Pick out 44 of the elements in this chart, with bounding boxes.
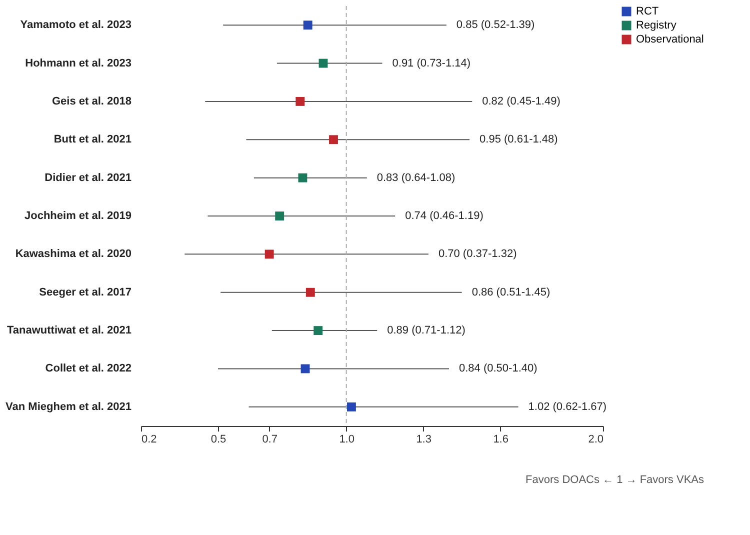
y-tick-label: Jochheim et al. 2019 bbox=[24, 210, 132, 222]
annotation: 0.70 (0.37-1.32) bbox=[438, 248, 517, 260]
y-tick-label: Butt et al. 2021 bbox=[54, 134, 132, 146]
point bbox=[346, 402, 356, 412]
y-tick-label: Yamamoto et al. 2023 bbox=[20, 19, 132, 32]
annotation: 0.84 (0.50-1.40) bbox=[459, 362, 538, 375]
text: Favors DOACs ← 1 → Favors VKAs bbox=[526, 474, 704, 486]
x-tick-label: 2.0 bbox=[588, 434, 604, 446]
legend-label: RCT bbox=[636, 6, 659, 18]
y-tick-label: Tanawuttiwat et al. 2021 bbox=[6, 324, 132, 337]
annotation: 0.74 (0.46-1.19) bbox=[405, 210, 484, 222]
point bbox=[314, 326, 323, 336]
x-tick-label: 1.0 bbox=[339, 434, 354, 446]
x-tick-label: 1.3 bbox=[416, 434, 432, 446]
point bbox=[296, 96, 305, 106]
annotation: 1.02 (0.62-1.67) bbox=[528, 400, 607, 413]
point bbox=[298, 173, 308, 182]
x-tick-label: 1.6 bbox=[493, 434, 508, 446]
x-tick-label: 0.7 bbox=[262, 434, 278, 446]
legend-label: Registry bbox=[636, 20, 677, 32]
y-tick-label: Geis et al. 2018 bbox=[52, 95, 132, 108]
x-tick-label: 0.2 bbox=[142, 434, 157, 446]
point bbox=[329, 135, 338, 144]
annotation: 0.89 (0.71-1.12) bbox=[387, 324, 466, 337]
annotation: 0.85 (0.52-1.39) bbox=[456, 19, 535, 32]
point bbox=[303, 20, 312, 30]
y-tick-label: Seeger et al. 2017 bbox=[39, 286, 132, 298]
x-tick-label: 0.5 bbox=[210, 434, 226, 446]
annotation: 0.91 (0.73-1.14) bbox=[392, 57, 471, 70]
y-tick-label: Kawashima et al. 2020 bbox=[15, 248, 132, 260]
y-tick-label: Hohmann et al. 2023 bbox=[25, 57, 132, 70]
y-tick-label: Didier et al. 2021 bbox=[44, 172, 132, 184]
point bbox=[264, 250, 274, 259]
annotation: 0.95 (0.61-1.48) bbox=[480, 134, 558, 146]
annotation: 0.82 (0.45-1.49) bbox=[482, 95, 560, 108]
point bbox=[275, 212, 284, 220]
point bbox=[306, 288, 315, 297]
y-tick-label: Collet et al. 2022 bbox=[45, 362, 132, 375]
annotation: 0.83 (0.64-1.08) bbox=[376, 172, 456, 184]
point bbox=[300, 364, 310, 374]
y-tick-label: Van Mieghem et al. 2021 bbox=[6, 400, 132, 413]
point bbox=[318, 58, 328, 68]
annotation: 0.86 (0.51-1.45) bbox=[472, 286, 550, 298]
legend-label: Observational bbox=[636, 34, 704, 46]
